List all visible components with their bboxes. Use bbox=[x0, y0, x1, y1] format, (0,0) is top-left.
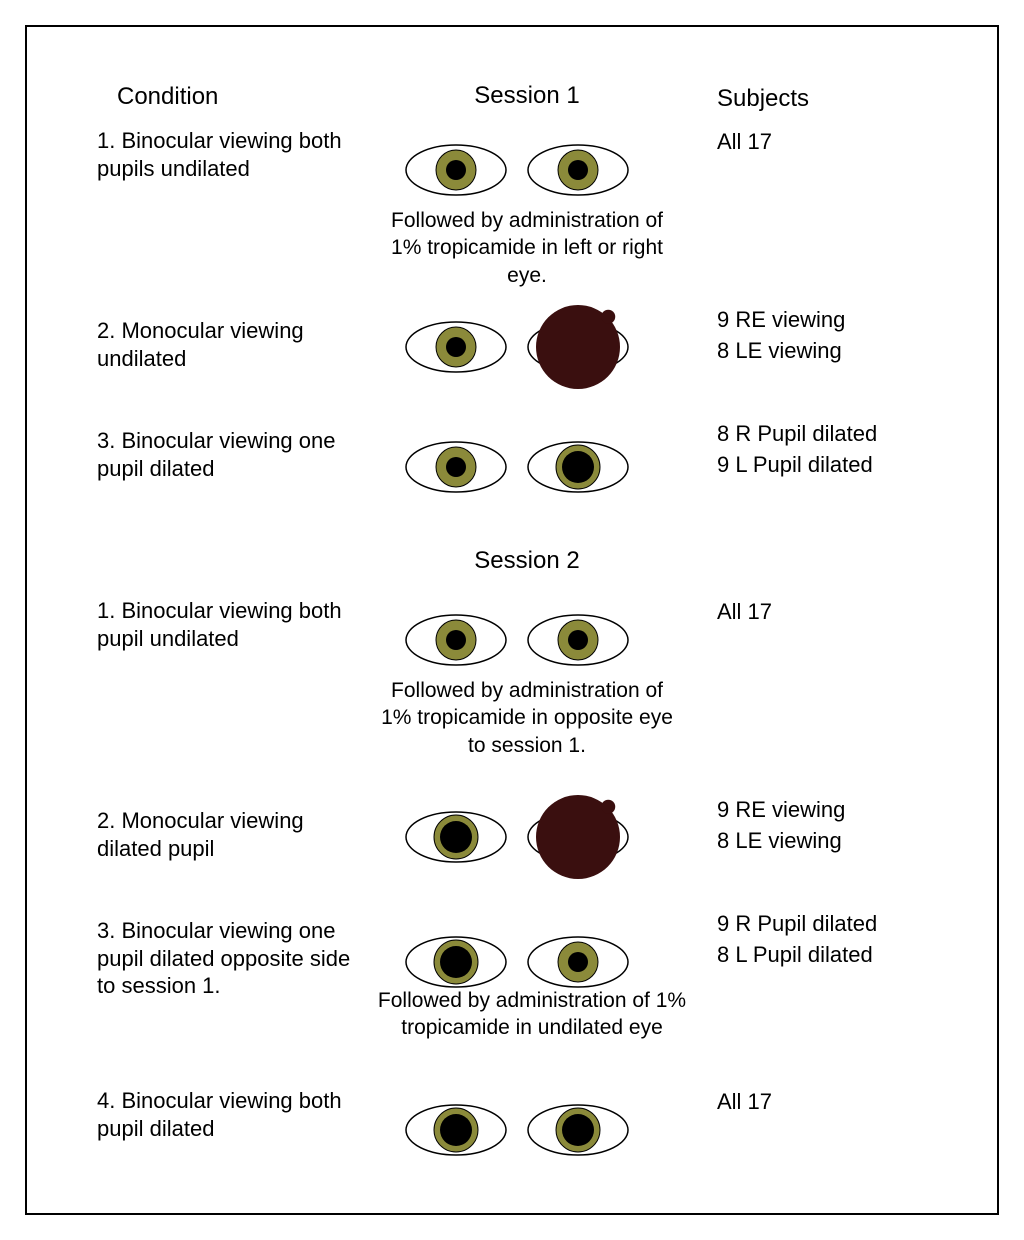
s1-note: Followed by administration of 1% tropica… bbox=[377, 207, 677, 289]
s1-row2-sub1: 8 LE viewing bbox=[717, 336, 977, 367]
s2-row3-sub0: 9 R Pupil dilated bbox=[717, 909, 977, 940]
s2-row4-sub0: All 17 bbox=[717, 1087, 977, 1118]
eye-normal-icon bbox=[523, 595, 633, 685]
s1-row1-sub0: All 17 bbox=[717, 127, 977, 158]
s2-row3-label: 3. Binocular viewing one pupil dilated o… bbox=[97, 917, 357, 1000]
s2-row1-subjects: All 17 bbox=[717, 597, 977, 628]
s2-row3-subjects: 9 R Pupil dilated 8 L Pupil dilated bbox=[717, 909, 977, 971]
s2-row2-sub1: 8 LE viewing bbox=[717, 826, 977, 857]
eye-patched-icon bbox=[523, 302, 633, 392]
header-condition: Condition bbox=[117, 82, 377, 112]
s1-row3-subjects: 8 R Pupil dilated 9 L Pupil dilated bbox=[717, 419, 977, 481]
s1-row3-eyes bbox=[397, 422, 637, 512]
s1-row1-eyes bbox=[397, 125, 637, 215]
eye-normal-icon bbox=[401, 302, 511, 392]
s1-row2-sub0: 9 RE viewing bbox=[717, 305, 977, 336]
eye-normal-icon bbox=[401, 125, 511, 215]
diagram-page: Condition Session 1 Subjects 1. Binocula… bbox=[0, 0, 1024, 1240]
s2-row4-eyes bbox=[397, 1085, 637, 1175]
diagram-frame: Condition Session 1 Subjects 1. Binocula… bbox=[25, 25, 999, 1215]
s2-row2-eyes bbox=[397, 792, 637, 882]
s2-row2-subjects: 9 RE viewing 8 LE viewing bbox=[717, 795, 977, 857]
s1-row2-eyes bbox=[397, 302, 637, 392]
eye-dilated-icon bbox=[401, 792, 511, 882]
s2-row1-label: 1. Binocular viewing both pupil undilate… bbox=[97, 597, 357, 652]
s2-row2-label: 2. Monocular viewing dilated pupil bbox=[97, 807, 357, 862]
s1-row3-sub1: 9 L Pupil dilated bbox=[717, 450, 977, 481]
eye-dilated-icon bbox=[401, 1085, 511, 1175]
header-session1: Session 1 bbox=[377, 82, 677, 110]
eye-normal-icon bbox=[401, 422, 511, 512]
header-subjects: Subjects bbox=[717, 82, 977, 116]
s2-note1: Followed by administration of 1% tropica… bbox=[377, 677, 677, 759]
eye-normal-icon bbox=[523, 125, 633, 215]
s1-row2-subjects: 9 RE viewing 8 LE viewing bbox=[717, 305, 977, 367]
s1-row1-subjects: All 17 bbox=[717, 127, 977, 158]
s2-row1-sub0: All 17 bbox=[717, 597, 977, 628]
eye-dilated-icon bbox=[523, 422, 633, 512]
s1-row3-sub0: 8 R Pupil dilated bbox=[717, 419, 977, 450]
eye-dilated-icon bbox=[523, 1085, 633, 1175]
s1-row3-label: 3. Binocular viewing one pupil dilated bbox=[97, 427, 357, 482]
s2-note2: Followed by administration of 1% tropica… bbox=[367, 987, 697, 1042]
s2-row2-sub0: 9 RE viewing bbox=[717, 795, 977, 826]
s2-row1-eyes bbox=[397, 595, 637, 685]
s2-row4-subjects: All 17 bbox=[717, 1087, 977, 1118]
header-session2: Session 2 bbox=[377, 547, 677, 575]
eye-normal-icon bbox=[401, 595, 511, 685]
s1-row2-label: 2. Monocular viewing undilated bbox=[97, 317, 357, 372]
s1-row1-label: 1. Binocular viewing both pupils undilat… bbox=[97, 127, 357, 182]
s2-row3-sub1: 8 L Pupil dilated bbox=[717, 940, 977, 971]
eye-patched-icon bbox=[523, 792, 633, 882]
s2-row4-label: 4. Binocular viewing both pupil dilated bbox=[97, 1087, 357, 1142]
